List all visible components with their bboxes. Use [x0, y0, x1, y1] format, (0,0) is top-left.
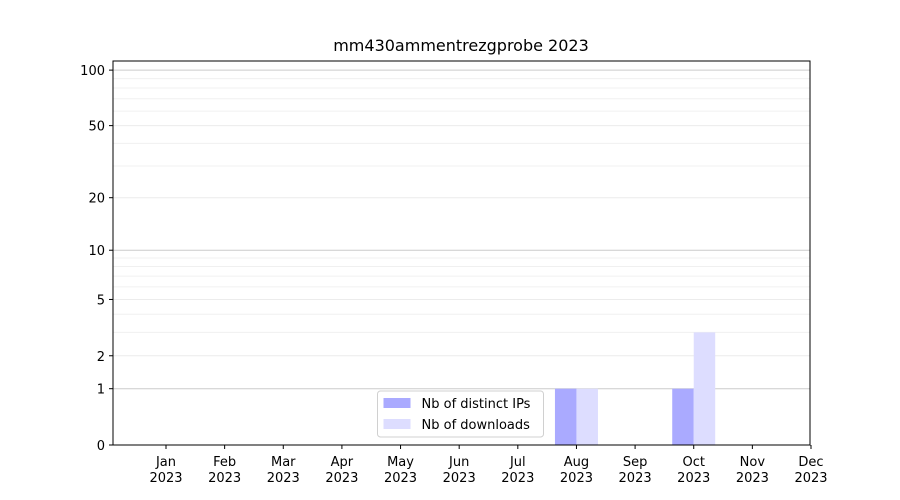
x-tick-label: Jul 2023 [501, 455, 534, 486]
bar [554, 388, 577, 445]
chart-title: mm430ammentrezgprobe 2023 [333, 36, 589, 55]
y-tick-label: 100 [80, 64, 105, 79]
bar [672, 388, 694, 445]
x-tick-label: Mar 2023 [267, 455, 300, 486]
y-tick-label: 10 [88, 244, 105, 259]
y-tick-label: 0 [97, 439, 105, 454]
y-tick-label: 50 [88, 120, 105, 135]
legend-label: Nb of distinct IPs [422, 397, 531, 412]
y-tick-label: 5 [97, 293, 105, 308]
x-tick-label: Jun 2023 [443, 455, 476, 486]
y-tick-label: 2 [97, 350, 105, 365]
bar [576, 388, 598, 445]
plot-frame [112, 60, 811, 446]
x-tick-label: Nov 2023 [736, 455, 769, 486]
x-tick-label: Jan 2023 [149, 455, 182, 486]
x-tick-label: Sep 2023 [619, 455, 652, 486]
legend-swatch [383, 398, 411, 408]
legend-swatch [383, 419, 411, 429]
y-tick-label: 20 [88, 192, 105, 207]
x-tick-label: Aug 2023 [560, 455, 593, 486]
x-tick-label: Oct 2023 [677, 455, 710, 486]
x-tick-label: Feb 2023 [208, 455, 241, 486]
legend-label: Nb of downloads [422, 418, 531, 433]
x-tick-label: Apr 2023 [325, 455, 358, 486]
x-tick-label: Dec 2023 [794, 455, 827, 486]
y-tick-label: 1 [97, 383, 105, 398]
x-tick-label: May 2023 [384, 455, 417, 486]
legend-box [377, 390, 544, 438]
bar [693, 332, 716, 445]
